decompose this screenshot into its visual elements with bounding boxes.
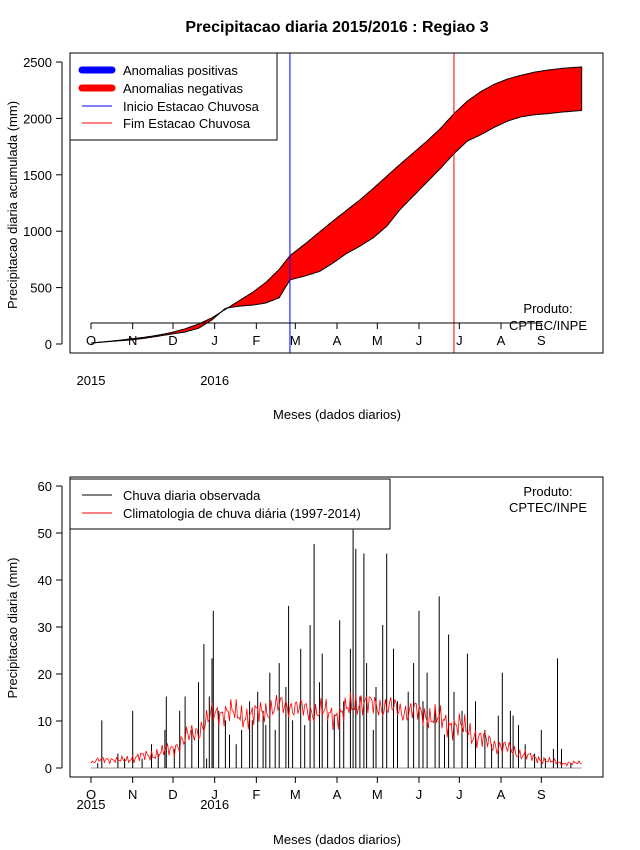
x-tick-label-month: J — [456, 787, 463, 802]
top-x-axis-label: Meses (dados diarios) — [273, 407, 401, 422]
bottom-producer-line1: Produto: — [523, 484, 572, 499]
x-tick-label-month: M — [290, 787, 301, 802]
x-tick-label-month: J — [211, 787, 218, 802]
x-tick-label-year: 2016 — [200, 373, 229, 388]
top-y-axis: 0 500 1000 1500 2000 2500 — [23, 55, 63, 352]
climatology-cumulative-line — [90, 66, 582, 344]
x-tick-label-month: D — [168, 333, 177, 348]
top-x-axis: O N D J F M A M J J A S 2015 2016 — [77, 322, 546, 388]
y-tick-label: 40 — [38, 573, 52, 588]
x-tick-label-year: 2016 — [200, 797, 229, 812]
x-tick-label-month: A — [497, 333, 506, 348]
x-tick-label-year: 2015 — [77, 797, 106, 812]
observed-cumulative-line — [90, 110, 582, 344]
cumulative-plot-area — [90, 53, 583, 353]
legend-label-onset: Inicio Estacao Chuvosa — [123, 99, 260, 114]
x-tick-label-month: J — [416, 787, 423, 802]
bottom-y-axis-label: Precipitacao diaria (mm) — [5, 558, 20, 699]
top-producer-line2: CPTEC/INPE — [509, 318, 587, 333]
x-tick-label-month: M — [372, 787, 383, 802]
legend-label-positive: Anomalias positivas — [123, 63, 238, 78]
top-producer-line1: Produto: — [523, 301, 572, 316]
y-tick-label: 2500 — [23, 55, 52, 70]
x-tick-label-month: N — [128, 787, 137, 802]
x-tick-label-month: O — [86, 787, 96, 802]
y-tick-label: 30 — [38, 620, 52, 635]
y-tick-label: 2000 — [23, 111, 52, 126]
x-tick-label-month: A — [497, 787, 506, 802]
y-tick-label: 0 — [45, 337, 52, 352]
y-tick-label: 60 — [38, 479, 52, 494]
bottom-producer-line2: CPTEC/INPE — [509, 500, 587, 515]
x-tick-label-month: J — [456, 333, 463, 348]
x-tick-label-month: F — [252, 333, 260, 348]
x-tick-label-month: M — [290, 333, 301, 348]
climatology-daily-line — [90, 692, 582, 767]
daily-plot-area — [90, 529, 582, 769]
y-tick-label: 1500 — [23, 168, 52, 183]
top-plot-frame — [69, 52, 604, 354]
x-tick-label-month: J — [416, 333, 423, 348]
bottom-legend: Chuva diaria observada Climatologia de c… — [69, 478, 391, 530]
bottom-y-axis: 0 10 20 30 40 50 60 — [38, 479, 63, 776]
x-tick-label-month: S — [537, 787, 546, 802]
x-tick-label-month: M — [372, 333, 383, 348]
top-y-axis-label: Precipitacao diaria acumulada (mm) — [5, 101, 20, 309]
legend-label-climatology: Climatologia de chuva diária (1997-2014) — [123, 506, 361, 521]
negative-anomaly-area — [91, 66, 582, 344]
legend-label-observed: Chuva diaria observada — [123, 488, 261, 503]
x-tick-label-month: A — [333, 787, 342, 802]
bottom-x-axis-label: Meses (dados diarios) — [273, 832, 401, 847]
x-tick-label-month: O — [86, 333, 96, 348]
x-tick-label-month: A — [333, 333, 342, 348]
x-tick-label-month: D — [168, 787, 177, 802]
y-tick-label: 50 — [38, 526, 52, 541]
x-tick-label-month: S — [537, 333, 546, 348]
bottom-x-axis: O N D J F M A M J J A S 2015 2016 — [77, 776, 546, 812]
daily-chart: 0 10 20 30 40 50 60 O N D J F M A M J J A S 2015 2016 Preci… — [5, 476, 604, 847]
x-tick-label-month: J — [211, 333, 218, 348]
x-tick-label-year: 2015 — [77, 373, 106, 388]
x-tick-label-month: F — [252, 787, 260, 802]
top-legend: Anomalias positivas Anomalias negativas … — [69, 52, 278, 141]
x-tick-label-month: N — [128, 333, 137, 348]
bottom-legend-box — [69, 478, 391, 530]
y-tick-label: 10 — [38, 714, 52, 729]
y-tick-label: 0 — [45, 761, 52, 776]
legend-label-end: Fim Estacao Chuvosa — [123, 116, 251, 131]
figure-title: Precipitacao diaria 2015/2016 : Regiao 3 — [185, 19, 488, 36]
y-tick-label: 1000 — [23, 224, 52, 239]
y-tick-label: 500 — [30, 281, 52, 296]
legend-label-negative: Anomalias negativas — [123, 81, 243, 96]
cumulative-chart: 0 500 1000 1500 2000 2500 O N D J F M A M J J A S 2015 201… — [5, 52, 604, 422]
y-tick-label: 20 — [38, 667, 52, 682]
